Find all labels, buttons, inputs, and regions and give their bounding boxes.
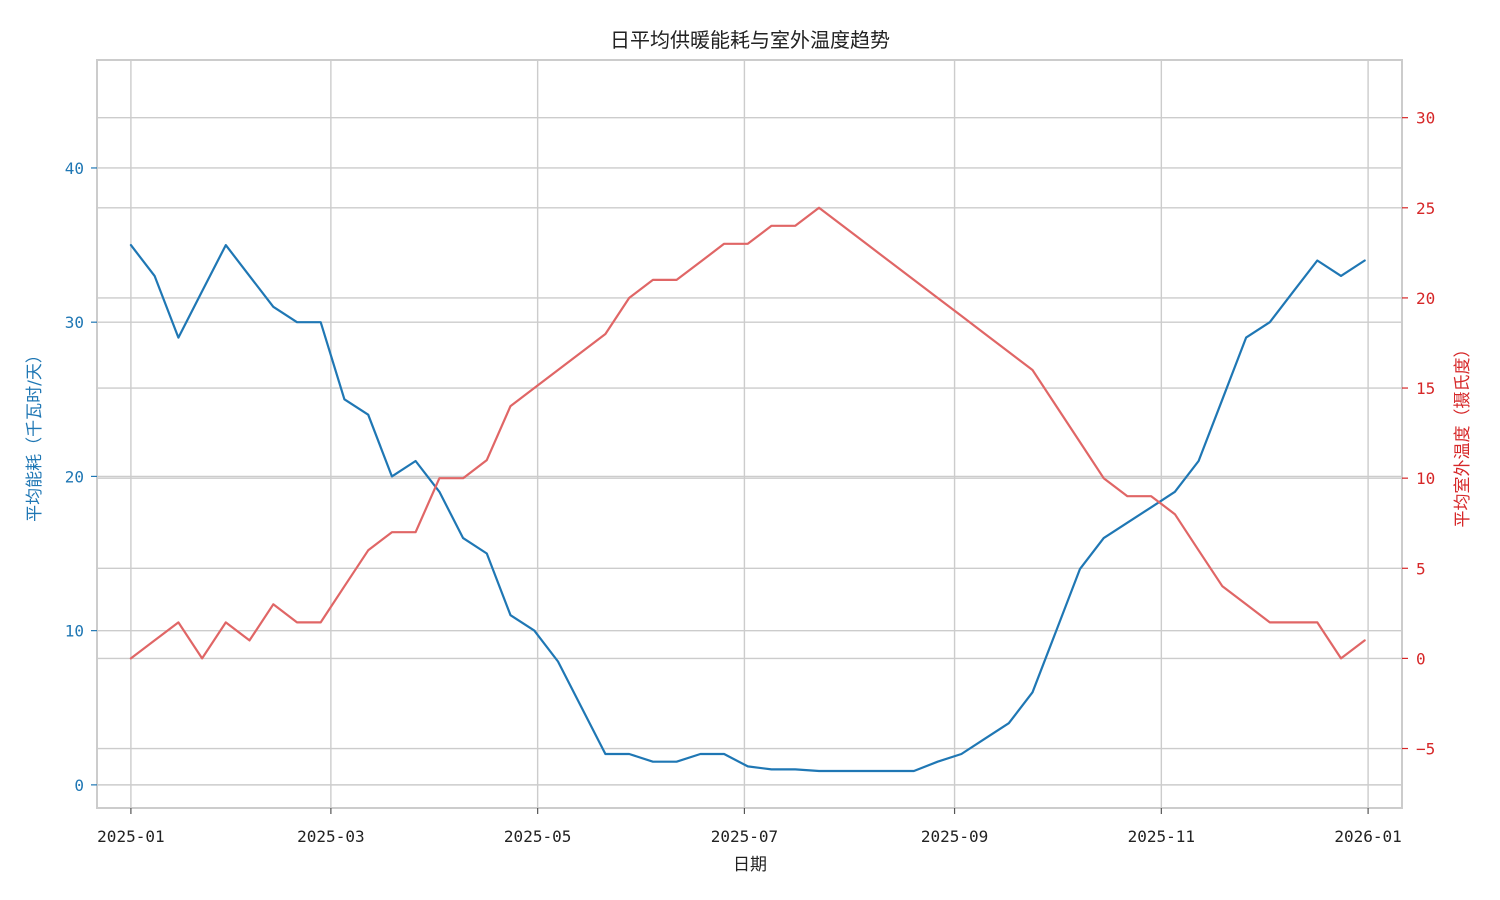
x-tick-label: 2025-11 — [1128, 827, 1195, 846]
x-tick-label: 2025-09 — [921, 827, 988, 846]
left-y-axis-ticks: 0 10 20 30 40 — [65, 159, 97, 795]
right-y-axis-label: 平均室外温度（摄氏度） — [1453, 341, 1473, 528]
temperature-series-line — [129, 206, 1366, 660]
energy-series-line — [129, 244, 1366, 773]
left-y-tick-label: 0 — [74, 776, 84, 795]
x-tick-label: 2025-03 — [297, 827, 364, 846]
left-y-axis-label: 平均能耗（千瓦时/天） — [25, 346, 45, 522]
x-axis-ticks: 2025-01 2025-03 2025-05 2025-07 2025-09 2025-… — [97, 808, 1402, 846]
grid-lines — [97, 60, 1402, 808]
right-y-tick-label: 0 — [1416, 649, 1426, 668]
x-tick-label: 2026-01 — [1334, 827, 1401, 846]
plot-frame — [96, 59, 1403, 809]
right-y-tick-label: 15 — [1416, 379, 1435, 398]
right-y-tick-label: 10 — [1416, 469, 1435, 488]
left-y-tick-label: 30 — [65, 313, 84, 332]
right-y-tick-label: 25 — [1416, 199, 1435, 218]
left-y-tick-label: 10 — [65, 622, 84, 641]
right-y-tick-label: 20 — [1416, 289, 1435, 308]
right-y-axis-ticks: −5 0 5 10 15 20 25 30 — [1402, 109, 1435, 759]
chart-title: 日平均供暖能耗与室外温度趋势 — [610, 28, 890, 52]
right-y-tick-label: 5 — [1416, 559, 1426, 578]
right-y-tick-label: 30 — [1416, 109, 1435, 128]
x-tick-label: 2025-01 — [97, 827, 164, 846]
right-y-tick-label: −5 — [1416, 740, 1435, 759]
x-tick-label: 2025-07 — [711, 827, 778, 846]
left-y-tick-label: 20 — [65, 467, 84, 486]
x-axis-label: 日期 — [733, 855, 767, 875]
left-y-tick-label: 40 — [65, 159, 84, 178]
series-layer — [129, 206, 1366, 773]
x-tick-label: 2025-05 — [504, 827, 571, 846]
